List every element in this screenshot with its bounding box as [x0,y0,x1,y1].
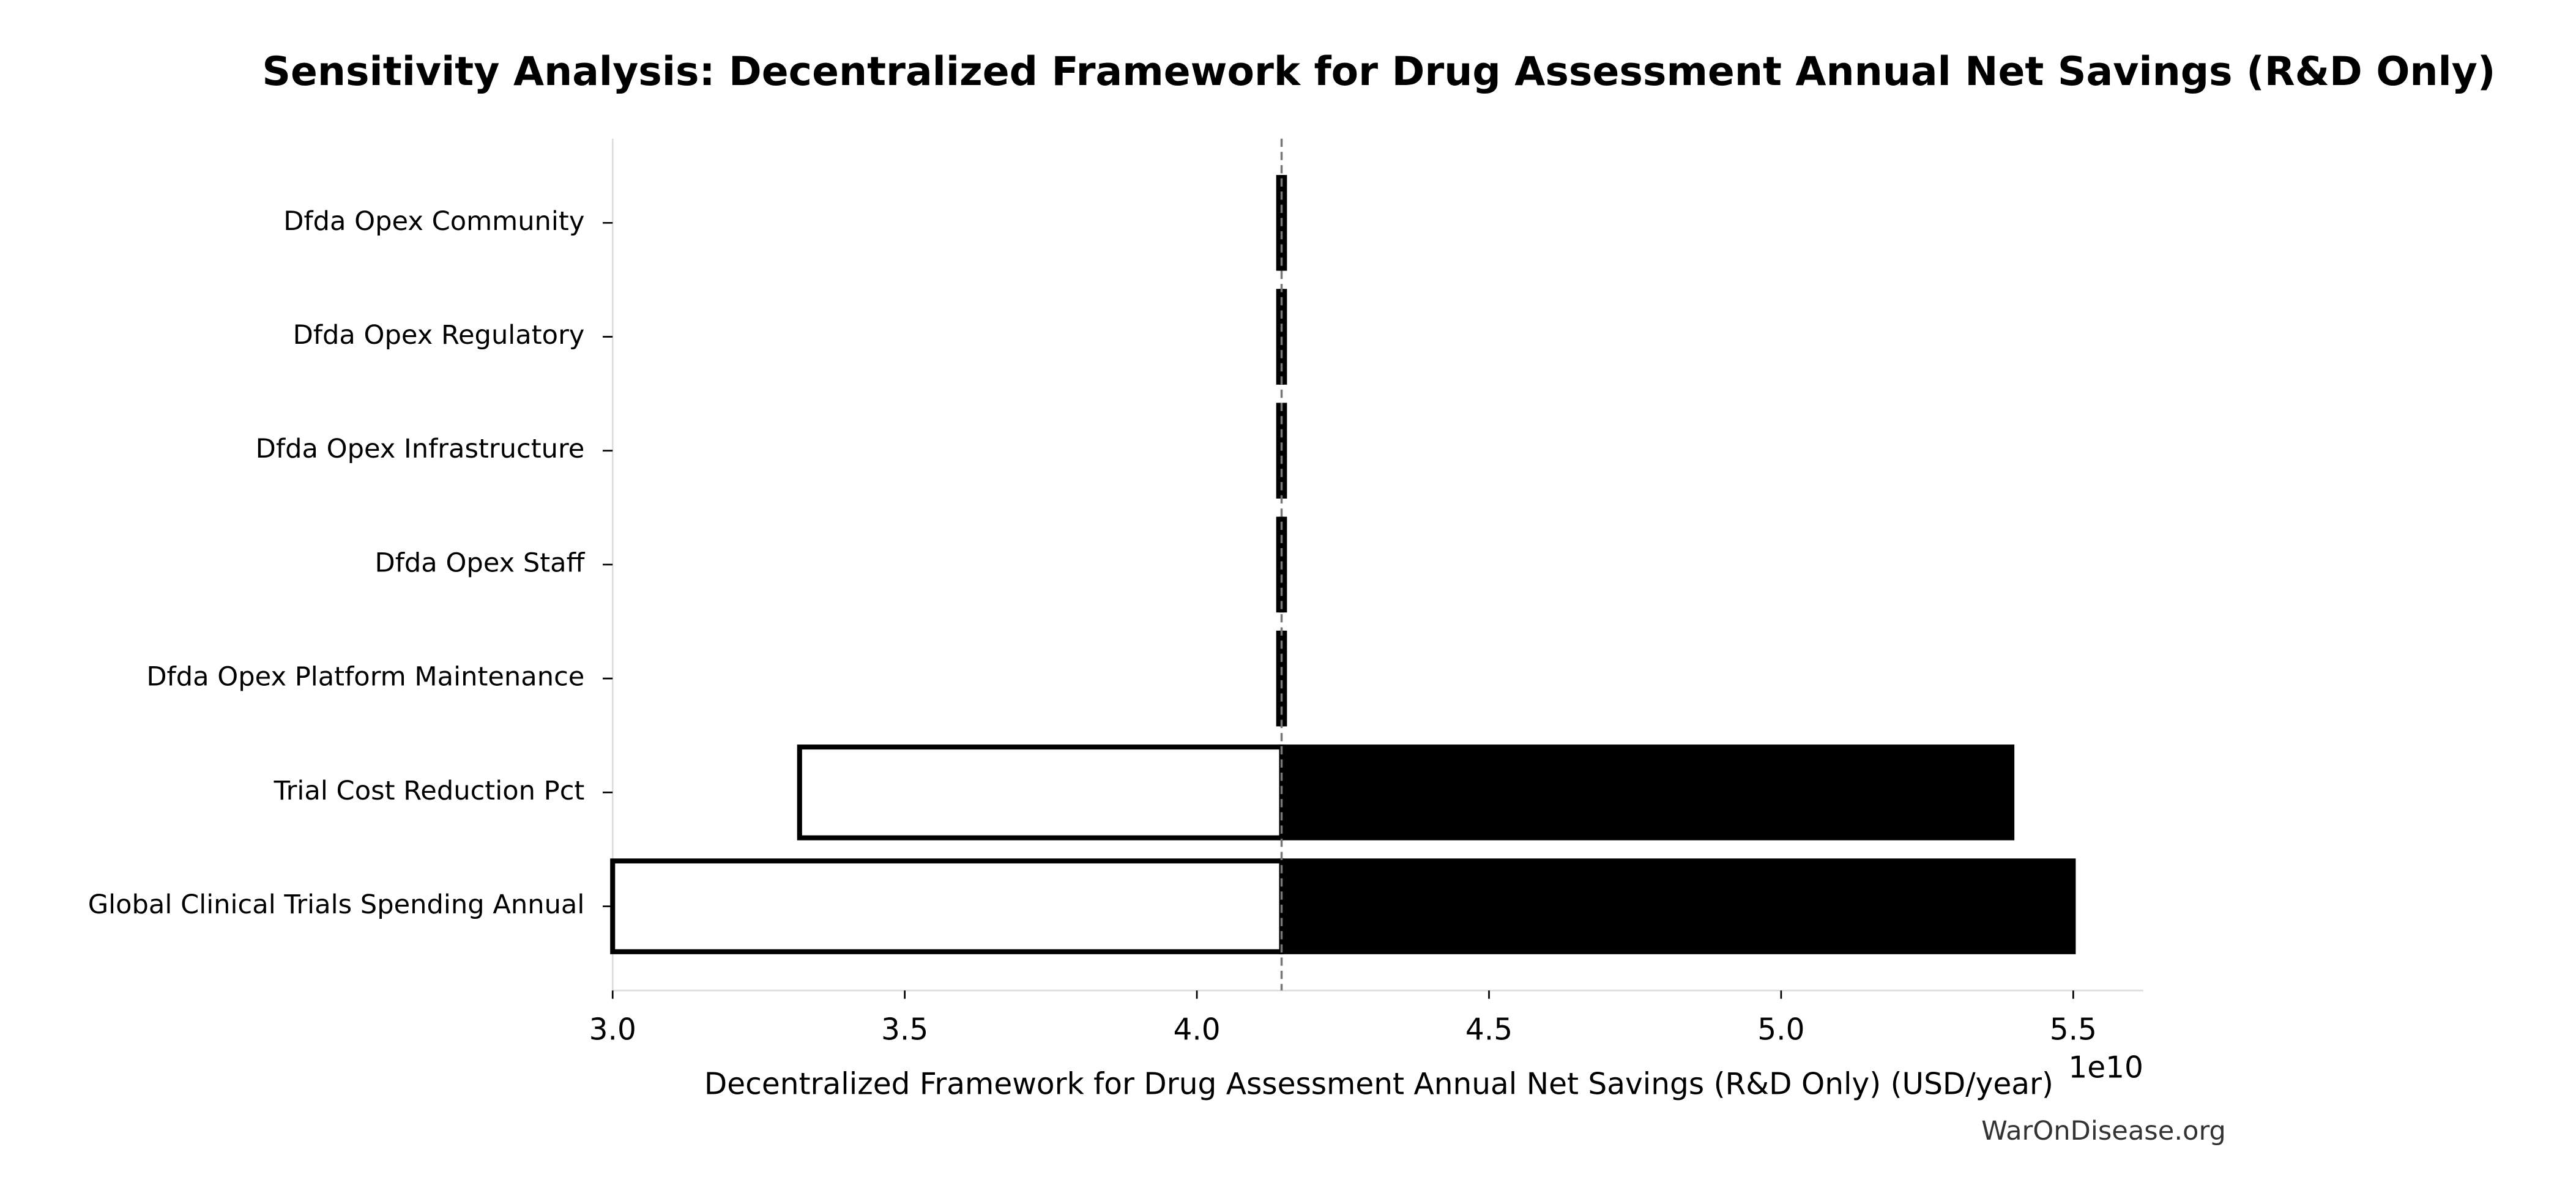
y-tick-label: Dfda Opex Staff [374,548,585,578]
low-bar [610,858,1284,954]
low-bar [1276,630,1284,727]
x-tick-label: 5.0 [1757,1013,1804,1047]
chart-title: Sensitivity Analysis: Decentralized Fram… [262,49,2495,95]
high-bar [1279,858,2076,954]
y-tick-label: Trial Cost Reduction Pct [274,776,585,806]
x-offset-label: 1e10 [2068,1051,2143,1085]
y-tick-label: Global Clinical Trials Spending Annual [88,889,585,920]
y-tick-label: Dfda Opex Platform Maintenance [146,662,584,692]
x-tick-label: 5.5 [2050,1013,2097,1047]
y-tick-label: Dfda Opex Infrastructure [256,434,585,464]
x-tick-label: 4.0 [1173,1013,1220,1047]
x-tick-label: 4.5 [1465,1013,1513,1047]
x-tick-label: 3.0 [589,1013,636,1047]
x-tick-label: 3.5 [881,1013,928,1047]
low-bar [797,744,1284,841]
y-tick-label: Dfda Opex Community [283,206,584,237]
y-tick-label: Dfda Opex Regulatory [293,320,585,351]
low-bar [1276,289,1284,385]
watermark: WarOnDisease.org [1981,1116,2226,1146]
x-axis-label: Decentralized Framework for Drug Assessm… [704,1067,2053,1102]
high-bar [1279,744,2015,841]
